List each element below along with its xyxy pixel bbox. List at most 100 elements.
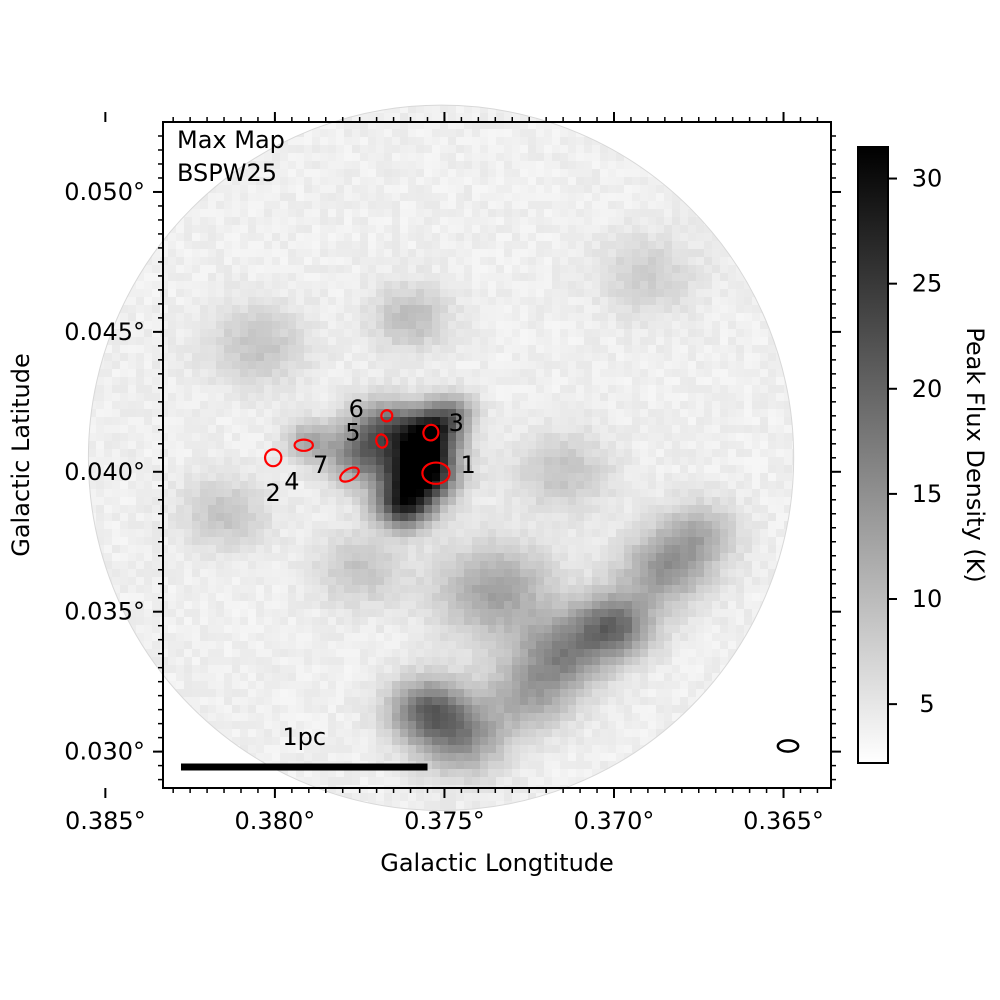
map-pixel	[392, 385, 401, 394]
map-pixel	[600, 593, 609, 602]
map-pixel	[584, 465, 593, 474]
map-pixel	[264, 337, 273, 346]
map-pixel	[728, 337, 737, 346]
map-pixel	[368, 393, 377, 402]
map-pixel	[456, 449, 465, 458]
map-pixel	[272, 617, 281, 626]
map-pixel	[168, 441, 177, 450]
map-pixel	[256, 169, 265, 178]
map-pixel	[120, 441, 129, 450]
map-pixel	[568, 481, 577, 490]
map-pixel	[440, 521, 449, 530]
map-pixel	[304, 457, 313, 466]
map-pixel	[160, 569, 169, 578]
map-pixel	[168, 369, 177, 378]
map-pixel	[608, 385, 617, 394]
map-pixel	[392, 177, 401, 186]
map-pixel	[120, 417, 129, 426]
map-pixel	[544, 153, 553, 162]
map-pixel	[464, 209, 473, 218]
map-pixel	[280, 209, 289, 218]
map-pixel	[344, 217, 353, 226]
map-pixel	[360, 329, 369, 338]
map-pixel	[488, 265, 497, 274]
map-pixel	[736, 289, 745, 298]
map-pixel	[448, 425, 457, 434]
map-pixel	[544, 481, 553, 490]
map-pixel	[352, 441, 361, 450]
map-pixel	[288, 369, 297, 378]
map-pixel	[120, 577, 129, 586]
map-pixel	[336, 505, 345, 514]
map-pixel	[656, 489, 665, 498]
map-pixel	[544, 313, 553, 322]
map-pixel	[608, 337, 617, 346]
map-pixel	[440, 265, 449, 274]
map-pixel	[648, 401, 657, 410]
map-pixel	[208, 497, 217, 506]
map-pixel	[320, 433, 329, 442]
map-pixel	[224, 409, 233, 418]
map-pixel	[240, 265, 249, 274]
map-pixel	[440, 105, 449, 114]
map-pixel	[376, 505, 385, 514]
map-pixel	[736, 409, 745, 418]
map-pixel	[472, 481, 481, 490]
map-pixel	[432, 305, 441, 314]
map-pixel	[696, 265, 705, 274]
map-pixel	[528, 417, 537, 426]
map-pixel	[344, 321, 353, 330]
map-pixel	[776, 505, 785, 514]
map-pixel	[368, 593, 377, 602]
map-pixel	[392, 329, 401, 338]
map-pixel	[288, 273, 297, 282]
map-pixel	[632, 297, 641, 306]
map-pixel	[552, 257, 561, 266]
map-pixel	[168, 345, 177, 354]
map-pixel	[168, 425, 177, 434]
map-pixel	[264, 609, 273, 618]
map-pixel	[464, 609, 473, 618]
map-pixel	[144, 281, 153, 290]
map-pixel	[584, 201, 593, 210]
map-pixel	[424, 385, 433, 394]
map-pixel	[600, 161, 609, 170]
map-pixel	[456, 401, 465, 410]
map-pixel	[768, 345, 777, 354]
map-pixel	[360, 273, 369, 282]
map-pixel	[336, 305, 345, 314]
map-pixel	[576, 441, 585, 450]
map-pixel	[312, 345, 321, 354]
map-pixel	[488, 297, 497, 306]
map-pixel	[472, 529, 481, 538]
map-pixel	[776, 473, 785, 482]
map-pixel	[696, 561, 705, 570]
map-pixel	[400, 473, 409, 482]
map-pixel	[480, 465, 489, 474]
map-pixel	[240, 465, 249, 474]
map-pixel	[216, 273, 225, 282]
map-pixel	[88, 497, 97, 506]
map-pixel	[728, 513, 737, 522]
map-pixel	[392, 577, 401, 586]
map-pixel	[216, 225, 225, 234]
map-pixel	[144, 449, 153, 458]
map-pixel	[224, 433, 233, 442]
map-pixel	[192, 353, 201, 362]
map-pixel	[656, 305, 665, 314]
map-pixel	[616, 609, 625, 618]
map-pixel	[280, 201, 289, 210]
map-pixel	[128, 321, 137, 330]
map-pixel	[584, 361, 593, 370]
map-pixel	[504, 561, 513, 570]
map-pixel	[528, 465, 537, 474]
map-pixel	[440, 441, 449, 450]
map-pixel	[128, 273, 137, 282]
map-pixel	[488, 505, 497, 514]
map-pixel	[704, 489, 713, 498]
map-pixel	[592, 305, 601, 314]
map-pixel	[376, 337, 385, 346]
map-pixel	[464, 369, 473, 378]
map-pixel	[520, 121, 529, 130]
map-pixel	[184, 497, 193, 506]
